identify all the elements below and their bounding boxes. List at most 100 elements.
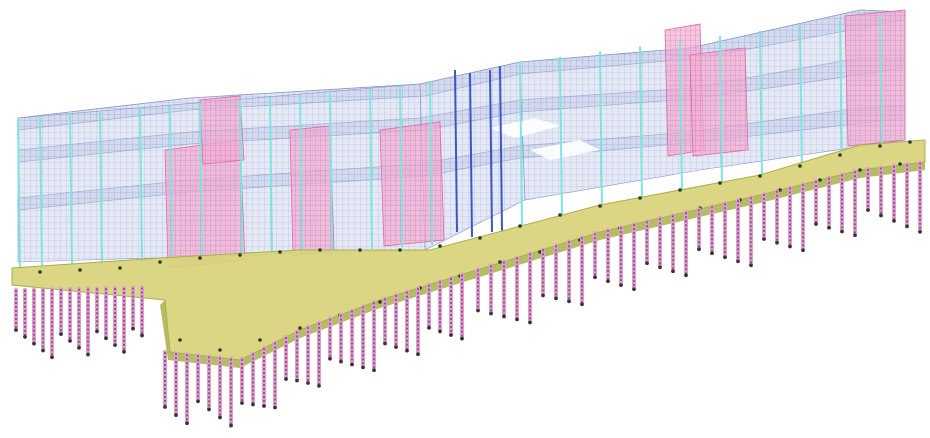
- pile-tip-node: [684, 273, 688, 278]
- column: [639, 46, 643, 204]
- pile-tip-node: [317, 384, 321, 388]
- pile-tip-node: [229, 423, 233, 428]
- shear-wall-7: [844, 9, 906, 147]
- pile-tip-node: [350, 362, 354, 367]
- pile-tip-node: [460, 336, 464, 341]
- podium-node: [678, 188, 682, 192]
- pile-tip-node: [892, 219, 896, 223]
- column: [559, 56, 563, 220]
- column: [519, 61, 523, 228]
- pile-tip-node: [476, 308, 480, 313]
- podium-node: [898, 162, 902, 166]
- podium-node: [838, 153, 842, 157]
- column: [329, 91, 333, 252]
- pile-tip-node: [749, 263, 753, 268]
- pile-tip-node: [515, 317, 519, 322]
- column: [69, 113, 73, 267]
- pile-tip-node: [339, 359, 343, 364]
- pile-tip-node: [394, 345, 398, 349]
- column: [39, 116, 43, 269]
- podium-node: [638, 196, 642, 200]
- column: [879, 15, 883, 156]
- column: [99, 111, 103, 266]
- column: [679, 41, 683, 196]
- pile-tip-node: [632, 287, 636, 291]
- pile-tip-node: [723, 255, 727, 260]
- podium-node: [258, 338, 262, 342]
- pile-tip-node: [554, 296, 558, 301]
- column: [499, 66, 503, 232]
- slab-opening: [490, 118, 560, 138]
- column: [839, 20, 843, 164]
- podium-node: [158, 260, 162, 264]
- podium-node: [78, 268, 82, 272]
- pile-tip-node: [174, 413, 178, 417]
- pile-tip-node: [163, 405, 167, 409]
- column: [369, 88, 373, 249]
- pile-tip-node: [866, 208, 870, 212]
- pile-tip-node: [131, 326, 135, 331]
- pile-tip-node: [383, 341, 387, 346]
- podium-node: [538, 250, 542, 254]
- pile-tip-node: [606, 279, 610, 283]
- column: [399, 85, 403, 248]
- upper-structure: [17, 9, 906, 263]
- slab-opening: [530, 140, 600, 160]
- podium-node: [318, 248, 322, 252]
- pile-tip-node: [671, 269, 675, 274]
- podium-node: [238, 253, 242, 257]
- column: [169, 105, 173, 261]
- pile-tip-node: [95, 329, 99, 334]
- podium-node: [398, 248, 402, 252]
- podium-node: [278, 250, 282, 254]
- column: [799, 25, 803, 172]
- pile-tip-node: [541, 293, 545, 298]
- pile-foundation: [14, 160, 922, 428]
- pile-tip-node: [262, 404, 266, 408]
- pile-tip-node: [68, 339, 72, 343]
- podium-node: [818, 178, 822, 182]
- column: [429, 81, 433, 246]
- podium-node: [558, 213, 562, 217]
- column: [299, 94, 303, 254]
- pile-tip-node: [710, 251, 714, 256]
- pile-tip-node: [580, 302, 584, 307]
- pile-tip-node: [113, 343, 117, 347]
- pile-tip-node: [736, 259, 740, 264]
- pile-tip-node: [840, 229, 844, 234]
- pile-tip-node: [41, 348, 45, 353]
- pile-tip-node: [50, 355, 54, 360]
- podium-node: [198, 256, 202, 260]
- pile-tip-node: [879, 213, 883, 218]
- podium-node: [878, 144, 882, 148]
- pile-tip-node: [295, 378, 299, 383]
- pile-tip-node: [32, 341, 36, 346]
- pile-tip-node: [853, 233, 857, 238]
- pile-tip-node: [86, 352, 90, 357]
- podium-node: [478, 236, 482, 240]
- podium-node: [758, 174, 762, 178]
- podium-node: [908, 140, 912, 144]
- pile-tip-node: [104, 336, 108, 341]
- podium-node: [798, 164, 802, 168]
- pile-tip-node: [645, 261, 649, 265]
- pile-tip-node: [814, 222, 818, 226]
- column: [199, 102, 203, 260]
- pile-tip-node: [762, 237, 766, 241]
- pile-tip-node: [59, 332, 63, 336]
- podium-node: [498, 260, 502, 264]
- podium-node: [38, 270, 42, 274]
- pile-tip-node: [14, 328, 18, 332]
- pile-tip-node: [207, 407, 211, 412]
- podium-node: [438, 244, 442, 248]
- pile-tip-node: [77, 345, 81, 350]
- pile-tip-node: [489, 311, 493, 316]
- pile-tip-node: [372, 368, 376, 373]
- shear-wall-6: [689, 47, 749, 157]
- pile-tip-node: [801, 248, 805, 253]
- pile-tip-node: [918, 230, 922, 234]
- pile-tip-node: [788, 244, 792, 249]
- pile-tip-node: [361, 365, 365, 370]
- shear-wall-4: [379, 121, 445, 247]
